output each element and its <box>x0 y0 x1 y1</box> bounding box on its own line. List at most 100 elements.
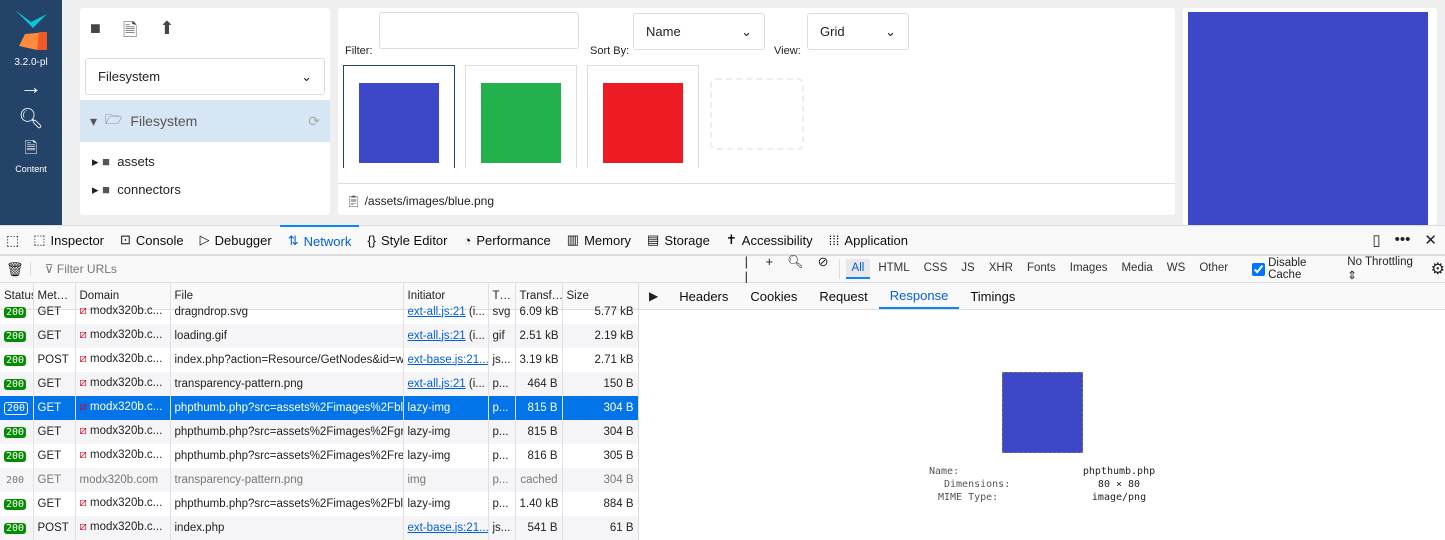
tree-item-assets[interactable]: ▸ ■ assets <box>92 154 155 169</box>
filter-fonts[interactable]: Fonts <box>1026 262 1056 274</box>
request-row[interactable]: 200 GET ⧄ modx320b.c... dragndrop.svg ex… <box>0 299 638 324</box>
filter-media[interactable]: Media <box>1121 262 1153 274</box>
filter-other[interactable]: Other <box>1199 262 1229 274</box>
filter-all[interactable]: All <box>845 259 871 279</box>
disable-cache-check[interactable] <box>1252 262 1266 276</box>
initiator-link[interactable]: ext-base.js:21... <box>407 353 488 366</box>
insecure-lock-icon: ⧄ <box>79 401 87 413</box>
request-row[interactable]: 200 GET ⧄ modx320b.c... phpthumb.php?src… <box>0 443 638 468</box>
request-table: StatusMet…DomainFileInitiatorT…Transf…Si… <box>0 283 638 540</box>
request-row[interactable]: 200 GET ⧄ modx320b.c... loading.gif ext-… <box>0 323 638 348</box>
filter-css[interactable]: CSS <box>923 262 948 274</box>
status-badge: 200 <box>4 330 27 342</box>
request-row[interactable]: 200 POST ⧄ modx320b.c... index.php?actio… <box>0 347 638 372</box>
throttling-select[interactable]: No Throttling ⇕ <box>1347 256 1413 282</box>
status-cell: 200 <box>0 515 34 540</box>
view-select[interactable]: Grid ⌄ <box>807 13 909 50</box>
view-value: Grid <box>820 24 845 39</box>
filter-html[interactable]: HTML <box>878 262 910 274</box>
tree-item-connectors[interactable]: ▸ ■ connectors <box>92 182 181 197</box>
request-row[interactable]: 200 GET ⧄ modx320b.c... phpthumb.php?src… <box>0 419 638 444</box>
size-cell: 61 B <box>562 515 638 540</box>
nav-content-label: Content <box>15 164 47 174</box>
initiator-link[interactable]: ext-all.js:21 <box>407 377 466 390</box>
filter-images[interactable]: Images <box>1069 262 1108 274</box>
tab-storage[interactable]: ▤ Storage <box>639 225 718 255</box>
initiator-cell: lazy-img <box>403 491 489 516</box>
initiator-link[interactable]: ext-all.js:21 <box>407 305 466 318</box>
tree-root[interactable]: ▾ 🗁 Filesystem ⟳ <box>80 100 330 142</box>
tab-console[interactable]: ⊡ Console <box>112 225 192 255</box>
tab-performance[interactable]: ◔ Performance <box>456 225 559 255</box>
filter-js[interactable]: JS <box>961 262 975 274</box>
request-row[interactable]: 200 GET ⧄ modx320b.c... phpthumb.php?src… <box>0 491 638 516</box>
close-icon[interactable]: ✕ <box>1424 232 1437 249</box>
file-cell: phpthumb.php?src=assets%2Fimages%2Fred.p <box>170 443 404 468</box>
file-cell: index.php <box>170 515 404 540</box>
initiator-link[interactable]: ext-all.js:21 <box>407 329 466 342</box>
pause-icon[interactable]: | | <box>744 254 748 284</box>
status-cell: 200 <box>0 371 34 396</box>
plus-icon[interactable]: + <box>765 254 774 269</box>
thumb-green[interactable] <box>465 65 577 168</box>
search-icon[interactable]: 🔍︎ <box>787 254 804 269</box>
request-row[interactable]: 200 POST ⧄ modx320b.c... index.php ext-b… <box>0 515 638 540</box>
detail-tab-cookies[interactable]: Cookies <box>750 288 798 304</box>
tab-style-editor[interactable]: {} Style Editor <box>359 225 455 255</box>
request-row[interactable]: 200 GET ⧄ modx320b.c... phpthumb.php?src… <box>0 395 638 420</box>
nav-content[interactable]: 🗎 Content <box>0 137 62 174</box>
filter-xhr[interactable]: XHR <box>988 262 1013 274</box>
tab-label: Style Editor <box>381 232 448 248</box>
modx-sidebar: 3.2.0-pl → 🔍︎ 🗎 Content <box>0 0 62 225</box>
tab-debugger[interactable]: ▷ Debugger <box>192 225 280 255</box>
initiator-link[interactable]: ext-base.js:21... <box>407 521 488 534</box>
new-file-icon[interactable]: 🗎 <box>122 20 138 40</box>
thumb-red[interactable] <box>587 65 699 168</box>
detail-tab-headers[interactable]: Headers <box>679 288 729 304</box>
transferred-cell: cached <box>515 467 563 492</box>
detail-tab-response[interactable]: Response <box>878 283 960 309</box>
tree-item-label: connectors <box>117 182 181 197</box>
request-row[interactable]: 200 GET modx320b.com transparency-patter… <box>0 467 638 492</box>
sortby-select[interactable]: Name ⌄ <box>633 13 765 50</box>
detail-tab-timings[interactable]: Timings <box>970 288 1016 304</box>
search-icon[interactable]: 🔍︎ <box>18 108 44 130</box>
filter-urls-input[interactable]: ⊽ Filter URLs <box>29 262 703 276</box>
toggle-sidebar-icon[interactable]: ▶ <box>649 289 659 303</box>
disable-cache-checkbox[interactable]: Disable Cache <box>1252 257 1339 281</box>
filter-label: Filter: <box>345 45 373 57</box>
arrow-right-icon[interactable]: → <box>20 74 42 99</box>
request-row[interactable]: 200 GET ⧄ modx320b.c... transparency-pat… <box>0 371 638 396</box>
detail-tab-request[interactable]: Request <box>819 288 868 304</box>
settings-gear-icon[interactable]: ⚙ <box>1430 261 1445 278</box>
new-folder-icon[interactable]: ■ <box>90 18 101 38</box>
sortby-value: Name <box>646 24 681 39</box>
status-badge: 200 <box>4 522 27 534</box>
more-icon[interactable]: ••• <box>1394 231 1411 248</box>
picker-icon[interactable]: ⬚ <box>6 231 20 248</box>
responsive-mode-icon[interactable]: ▯ <box>1372 232 1381 249</box>
caret-down-icon: ▾ <box>90 112 98 129</box>
clipboard-icon[interactable]: 📋︎ <box>346 194 362 208</box>
tab-accessibility[interactable]: ✝ Accessibility <box>718 225 821 255</box>
block-icon[interactable]: ⊘ <box>817 254 829 269</box>
filter-input[interactable] <box>379 12 579 49</box>
network-toolbar: 🗑︎ ⊽ Filter URLs | | + 🔍︎ ⊘ All HTML CSS JS XHR… <box>0 254 1445 284</box>
trash-icon[interactable]: 🗑︎ <box>6 260 24 277</box>
tab-network[interactable]: ⇅ Network <box>279 225 360 255</box>
image-meta-values: phpthumb.php 80 × 80 image/png <box>1069 465 1169 504</box>
filter-ws[interactable]: WS <box>1166 262 1186 274</box>
thumb-blue[interactable] <box>343 65 455 168</box>
tab-label: Storage <box>664 232 710 248</box>
tab-memory[interactable]: ▥ Memory <box>559 225 639 255</box>
tab-label: Application <box>844 232 909 248</box>
status-cell: 200 <box>0 299 34 324</box>
upload-icon[interactable]: ⬆ <box>159 18 175 38</box>
tab-application[interactable]: ⁞⁞⁞ Application <box>821 225 916 255</box>
tab-inspector[interactable]: ⬚ Inspector <box>25 225 112 255</box>
source-select[interactable]: Filesystem ⌄ <box>85 58 325 95</box>
refresh-icon[interactable]: ⟳ <box>308 112 320 129</box>
dimensions-value: 80 × 80 <box>1097 479 1141 490</box>
name-label: Name: <box>929 466 960 477</box>
type-cell: js... <box>488 347 516 372</box>
